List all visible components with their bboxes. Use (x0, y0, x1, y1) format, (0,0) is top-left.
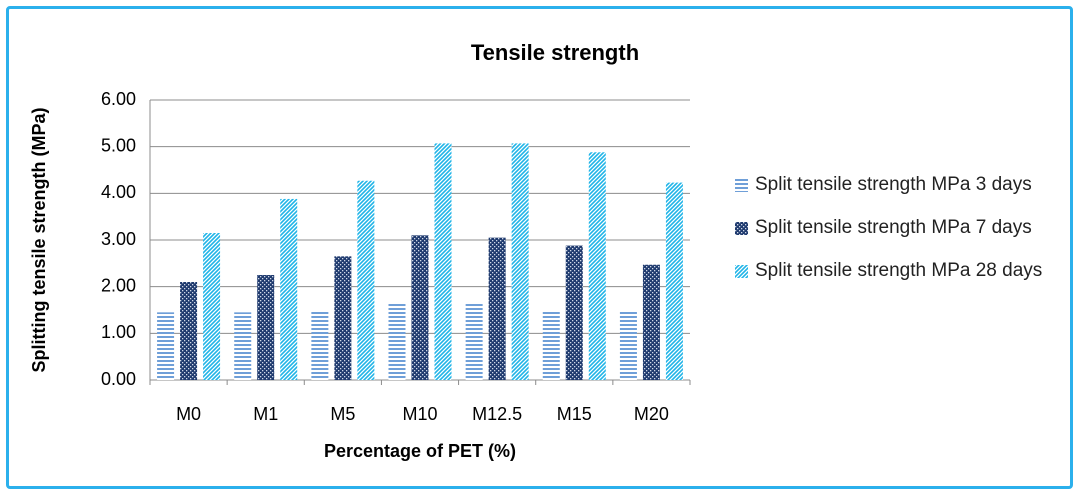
x-tick-label: M10 (402, 404, 437, 424)
bar (642, 264, 660, 380)
bar (203, 233, 221, 380)
y-tick-label: 1.00 (101, 322, 136, 342)
legend-item: Split tensile strength MPa 7 days (735, 213, 1075, 242)
y-tick-label: 5.00 (101, 135, 136, 155)
x-tick-label: M0 (176, 404, 201, 424)
y-tick-label: 2.00 (101, 275, 136, 295)
bar (434, 143, 452, 380)
legend-swatch (735, 265, 748, 278)
x-tick-label: M1 (253, 404, 278, 424)
y-tick-label: 3.00 (101, 229, 136, 249)
y-axis-label: Splitting tensile strength (MPa) (29, 107, 49, 372)
bar (311, 310, 329, 380)
bar (157, 312, 175, 380)
bar (280, 198, 298, 380)
bar (234, 312, 252, 380)
bar (488, 237, 506, 380)
bar (357, 180, 375, 380)
legend-label: Split tensile strength MPa 7 days (755, 217, 1032, 238)
x-tick-label: M5 (330, 404, 355, 424)
legend-item: Split tensile strength MPa 28 days (735, 256, 1075, 285)
bar (334, 256, 352, 380)
bar (388, 302, 406, 380)
legend-label: Split tensile strength MPa 3 days (755, 174, 1032, 195)
x-tick-label: M12.5 (472, 404, 522, 424)
x-axis-label: Percentage of PET (%) (324, 441, 516, 461)
legend-item: Split tensile strength MPa 3 days (735, 170, 1075, 199)
legend: Split tensile strength MPa 3 days Split t… (735, 170, 1075, 299)
legend-swatch (735, 179, 748, 192)
bar (665, 182, 683, 380)
x-tick-label: M20 (634, 404, 669, 424)
bar (257, 275, 275, 380)
bar (565, 245, 583, 380)
chart-title: Tensile strength (471, 40, 639, 65)
legend-label: Split tensile strength MPa 28 days (755, 260, 1043, 281)
y-tick-label: 6.00 (101, 89, 136, 109)
y-tick-label: 4.00 (101, 182, 136, 202)
y-tick-label: 0.00 (101, 369, 136, 389)
bar (542, 310, 560, 380)
bar (465, 302, 483, 380)
x-tick-label: M15 (557, 404, 592, 424)
bar (411, 235, 429, 380)
chart-frame (6, 6, 1073, 489)
bar (511, 143, 529, 380)
legend-swatch (735, 222, 748, 235)
bar (180, 282, 198, 380)
bar (619, 310, 637, 380)
bar (588, 152, 606, 380)
